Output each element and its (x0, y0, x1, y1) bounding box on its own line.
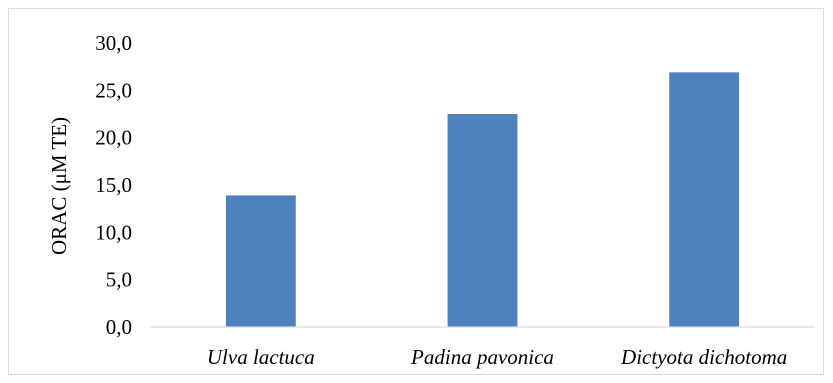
y-tick-label: 25,0 (95, 78, 132, 102)
y-tick-label: 30,0 (95, 31, 132, 55)
y-tick-label: 20,0 (95, 126, 132, 150)
y-tick-label: 5,0 (106, 268, 132, 292)
category-label: Ulva lactuca (207, 345, 315, 369)
y-tick-label: 0,0 (106, 315, 132, 339)
y-tick-label: 15,0 (95, 173, 132, 197)
y-tick-labels: 0,0 5,0 10,0 15,0 20,0 25,0 30,0 (95, 31, 132, 339)
bars (225, 72, 740, 327)
bar (669, 72, 740, 327)
bar (447, 114, 518, 327)
category-labels: Ulva lactuca Padina pavonica Dictyota dich… (207, 345, 787, 369)
bar (225, 195, 296, 327)
y-tick-label: 10,0 (95, 220, 132, 244)
category-label: Padina pavonica (410, 345, 554, 369)
y-axis-title: ORAC (μM TE) (47, 117, 71, 255)
category-label: Dictyota dichotoma (620, 345, 787, 369)
